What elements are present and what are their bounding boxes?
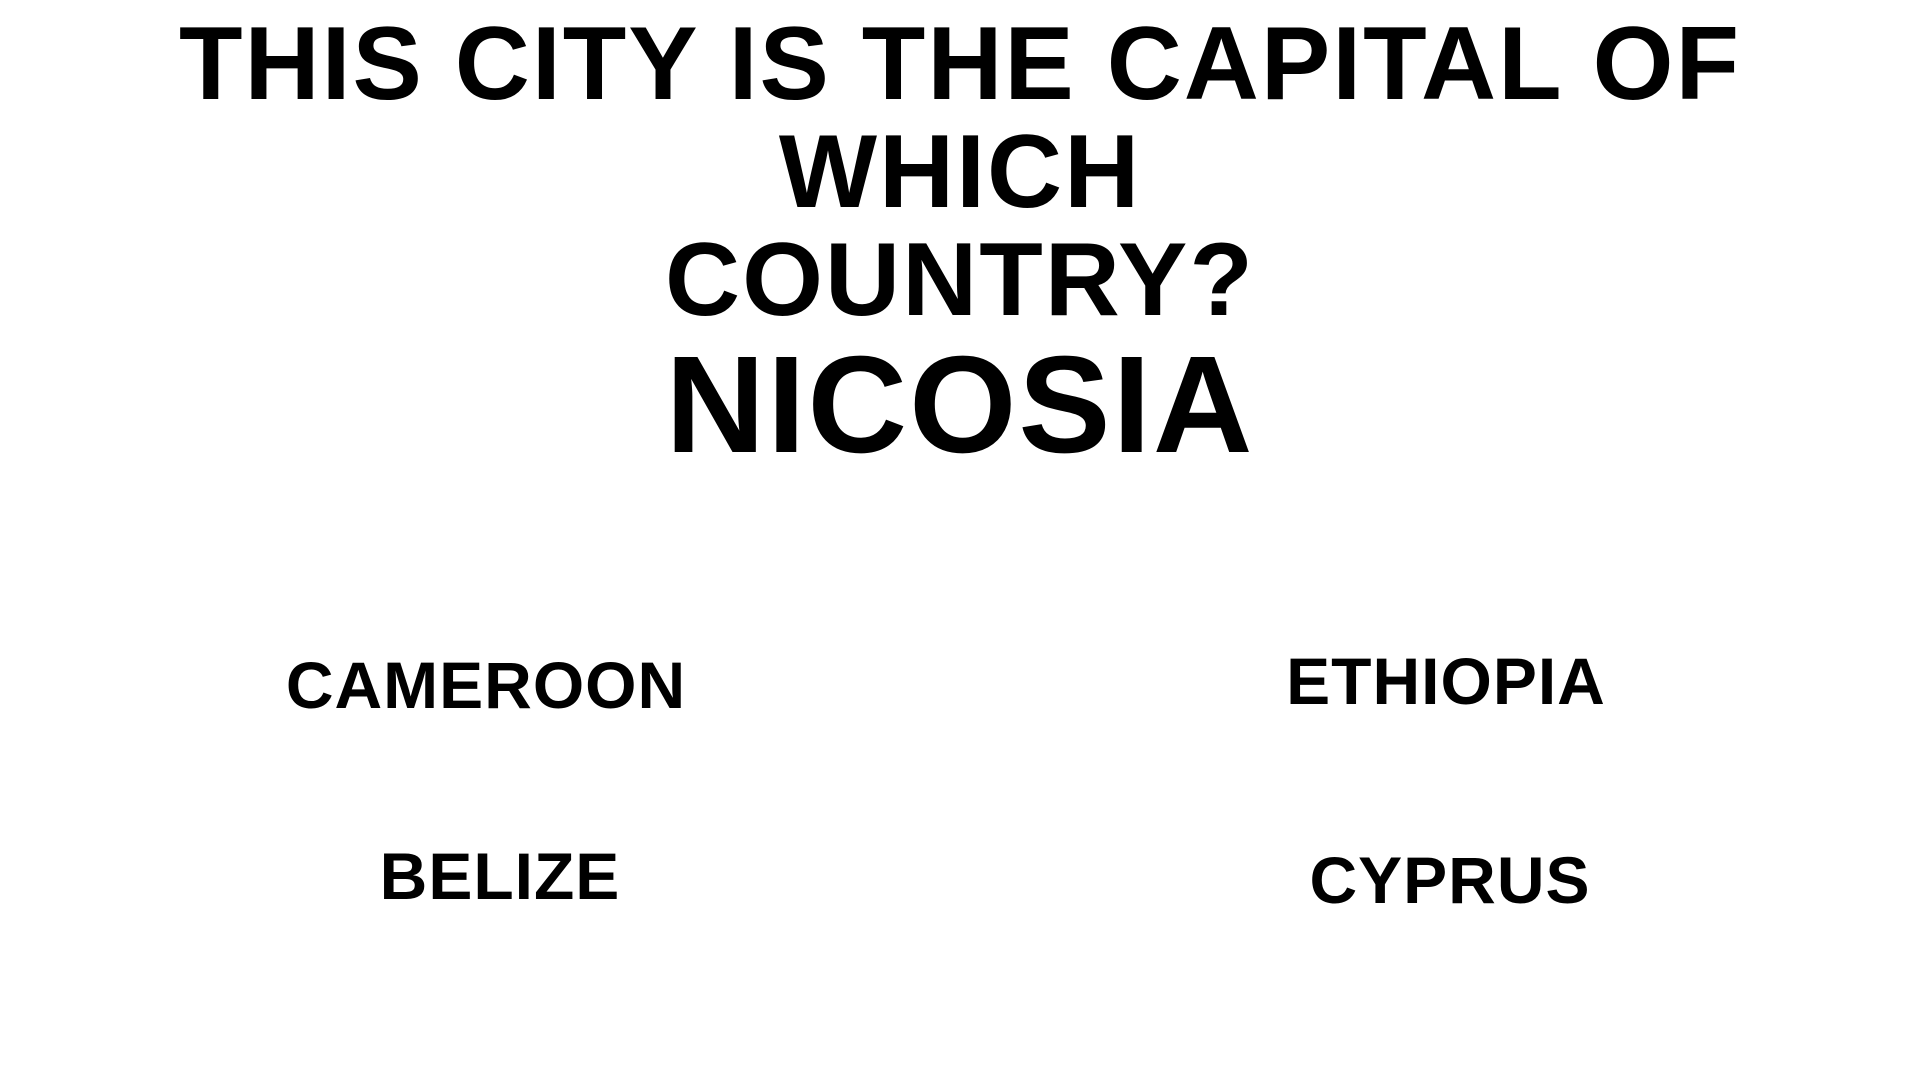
answer-option-cyprus[interactable]: CYPRUS	[1309, 843, 1591, 917]
question-line-2: COUNTRY?	[665, 222, 1255, 338]
city-name: NICOSIA	[665, 328, 1255, 482]
question-line-1: THIS CITY IS THE CAPITAL OF WHICH	[178, 6, 1742, 230]
question-heading: THIS CITY IS THE CAPITAL OF WHICH COUNTR…	[0, 10, 1920, 334]
answer-option-ethiopia[interactable]: ETHIOPIA	[1286, 644, 1606, 718]
answer-option-belize[interactable]: BELIZE	[379, 839, 621, 913]
answer-option-cameroon[interactable]: CAMEROON	[285, 648, 687, 722]
